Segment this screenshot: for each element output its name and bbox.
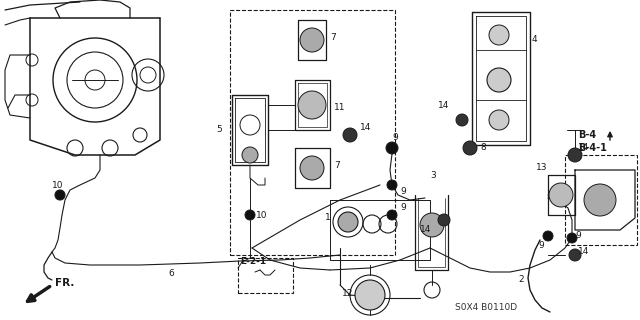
- Text: 9: 9: [400, 188, 406, 196]
- Circle shape: [298, 91, 326, 119]
- Text: 14: 14: [360, 124, 371, 132]
- Circle shape: [567, 233, 577, 243]
- Circle shape: [338, 212, 358, 232]
- Circle shape: [489, 25, 509, 45]
- Circle shape: [584, 184, 616, 216]
- Text: 7: 7: [334, 161, 340, 170]
- Text: 14: 14: [578, 247, 589, 257]
- Text: FR.: FR.: [55, 278, 74, 288]
- Text: E-2-1: E-2-1: [240, 258, 266, 267]
- Bar: [238, 258, 293, 293]
- Text: 2: 2: [518, 276, 524, 284]
- Circle shape: [387, 210, 397, 220]
- Circle shape: [568, 148, 582, 162]
- Text: 9: 9: [392, 133, 397, 142]
- Text: 6: 6: [168, 268, 173, 277]
- Circle shape: [355, 280, 385, 310]
- Text: 9: 9: [400, 204, 406, 212]
- Circle shape: [242, 147, 258, 163]
- Text: B-4: B-4: [578, 130, 596, 140]
- Text: 1: 1: [325, 213, 331, 222]
- Circle shape: [438, 214, 450, 226]
- Text: S0X4 B0110D: S0X4 B0110D: [455, 303, 517, 313]
- Text: 14: 14: [438, 100, 449, 109]
- Circle shape: [489, 110, 509, 130]
- Circle shape: [300, 28, 324, 52]
- Text: 4: 4: [532, 36, 538, 44]
- Text: 3: 3: [430, 171, 436, 180]
- Circle shape: [487, 68, 511, 92]
- Circle shape: [387, 180, 397, 190]
- Bar: [230, 10, 395, 255]
- Text: 9: 9: [575, 231, 580, 241]
- Circle shape: [463, 141, 477, 155]
- Text: 9: 9: [538, 241, 544, 250]
- Circle shape: [420, 213, 444, 237]
- Text: 10: 10: [256, 211, 268, 220]
- Circle shape: [543, 231, 553, 241]
- Circle shape: [343, 128, 357, 142]
- Circle shape: [549, 183, 573, 207]
- Text: 14: 14: [578, 143, 589, 153]
- Circle shape: [386, 142, 398, 154]
- Circle shape: [569, 249, 581, 261]
- Text: 8: 8: [480, 143, 486, 153]
- Circle shape: [456, 114, 468, 126]
- Text: 7: 7: [330, 34, 336, 43]
- Text: 12: 12: [342, 289, 353, 298]
- Circle shape: [300, 156, 324, 180]
- Text: 13: 13: [536, 164, 547, 172]
- Circle shape: [245, 210, 255, 220]
- Circle shape: [55, 190, 65, 200]
- Text: 5: 5: [216, 125, 221, 134]
- Text: 11: 11: [334, 103, 346, 113]
- Bar: [565, 155, 637, 245]
- Text: 10: 10: [52, 180, 63, 189]
- Text: B-4-1: B-4-1: [578, 143, 607, 153]
- Text: 14: 14: [420, 226, 431, 235]
